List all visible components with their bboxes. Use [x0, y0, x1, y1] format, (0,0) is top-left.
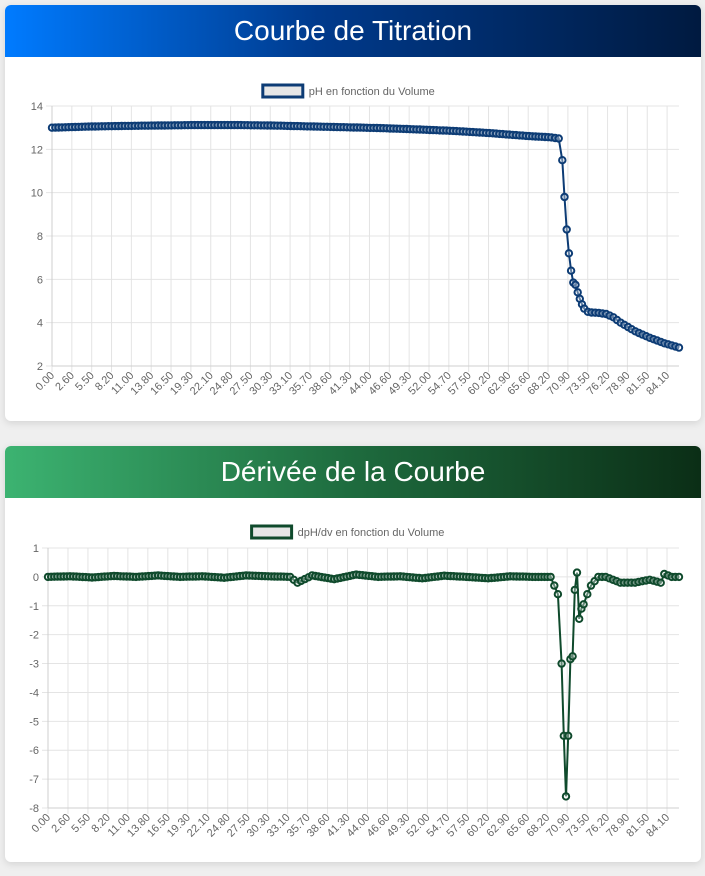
titration-card-header: Courbe de Titration [5, 5, 701, 57]
data-point [674, 572, 684, 582]
y-tick-label: -2 [29, 630, 39, 642]
x-tick-label: 84.10 [644, 812, 672, 840]
y-tick-label: 0 [33, 572, 39, 584]
y-tick-label: -7 [29, 774, 39, 786]
data-point [553, 590, 563, 599]
y-tick-label: 6 [37, 274, 43, 286]
data-point [560, 192, 569, 202]
data-point [573, 288, 582, 297]
derivative-card: Dérivée de la Courbe dpH/dv en fonction … [5, 446, 701, 862]
data-point [575, 614, 584, 624]
data-point [550, 581, 559, 590]
x-tick-label: 5.50 [69, 812, 93, 836]
x-tick-label: 2.60 [49, 812, 73, 836]
legend-label: pH en fonction du Volume [309, 86, 435, 98]
legend-swatch [261, 83, 305, 99]
data-point [557, 659, 566, 668]
data-point [566, 266, 576, 275]
data-point [570, 585, 579, 595]
data-point [561, 792, 571, 801]
y-tick-label: -1 [29, 601, 39, 613]
y-tick-label: 14 [31, 101, 43, 113]
y-tick-label: -8 [29, 803, 39, 815]
x-tick-label: 0.00 [29, 812, 53, 836]
y-tick-label: 12 [31, 144, 43, 156]
x-tick-label: 5.50 [73, 370, 97, 394]
derivative-card-header: Dérivée de la Courbe [5, 446, 701, 498]
data-point [546, 572, 555, 582]
x-tick-label: 0.00 [33, 370, 57, 394]
y-tick-label: 10 [31, 188, 43, 200]
x-tick-label: 84.10 [644, 370, 672, 398]
legend-swatch [250, 524, 294, 540]
x-tick-label: 2.60 [53, 370, 77, 394]
data-point [558, 156, 567, 165]
data-point [564, 731, 573, 740]
data-point [572, 568, 582, 577]
data-point [571, 280, 580, 289]
y-tick-label: 2 [37, 361, 43, 373]
derivative-chart: dpH/dv en fonction du Volume -8 -7 -6 -5 -4 -3… [29, 524, 684, 840]
y-tick-label: -5 [29, 716, 39, 728]
y-tick-label: 4 [37, 318, 43, 330]
data-point [656, 578, 665, 587]
data-point [583, 590, 592, 599]
data-point [568, 652, 577, 661]
y-tick-label: -3 [29, 659, 39, 671]
data-point [564, 249, 574, 258]
data-point [554, 134, 563, 143]
titration-chart: pH en fonction du Volume 2 4 6 8 10 12 14 0.002.… [31, 83, 684, 398]
data-point [562, 225, 571, 234]
data-point [674, 343, 684, 352]
y-tick-label: 8 [37, 231, 43, 243]
y-tick-label: -6 [29, 745, 39, 757]
y-tick-label: 1 [33, 543, 39, 555]
legend-label: dpH/dv en fonction du Volume [298, 527, 445, 539]
titration-card: Courbe de Titration pH en fonction du Vo… [5, 5, 701, 421]
data-point [579, 600, 588, 609]
y-tick-label: -4 [29, 687, 39, 699]
